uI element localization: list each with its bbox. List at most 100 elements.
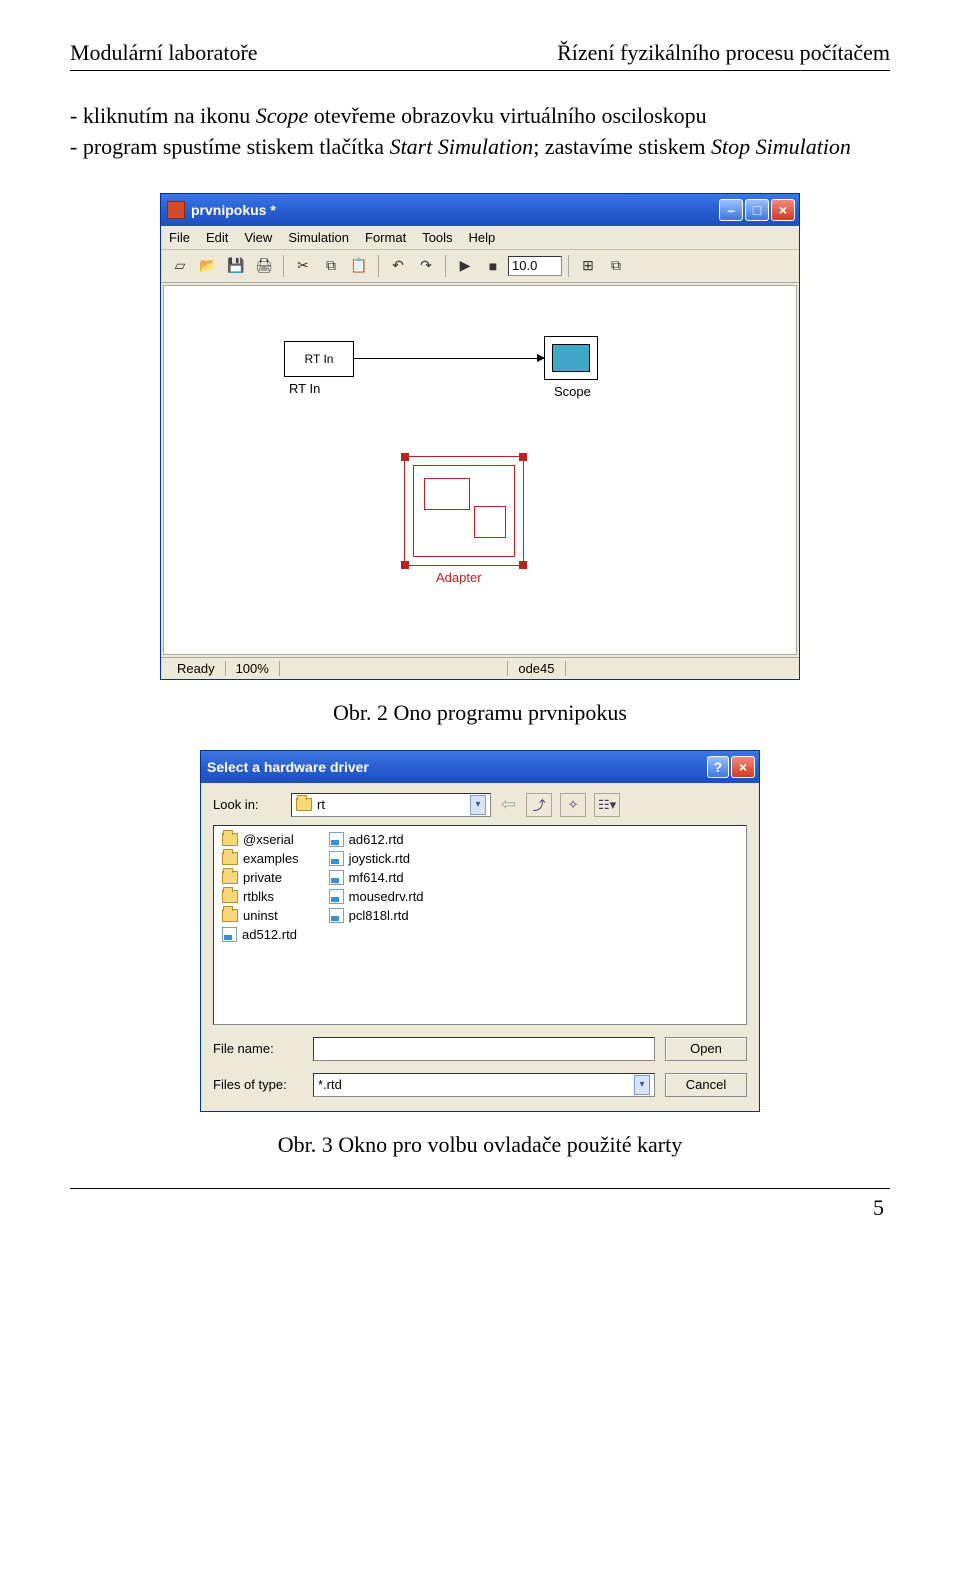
filetype-value: *.rtd [318,1077,342,1092]
dropdown-icon[interactable]: ▾ [634,1075,650,1095]
dialog-title: Select a hardware driver [207,759,707,775]
cancel-button[interactable]: Cancel [665,1073,747,1097]
header-left: Modulární laboratoře [70,40,258,66]
selection-handle[interactable] [401,453,409,461]
menu-edit[interactable]: Edit [206,230,228,245]
model-canvas[interactable]: RT In RT In Scope Adapter [163,285,797,655]
paste-icon[interactable]: 📋 [346,254,372,278]
new-folder-icon[interactable]: ✧ [560,793,586,817]
start-simulation-icon[interactable]: ▶ [452,254,478,278]
file-item-label: ad512.rtd [242,927,297,942]
copy-icon[interactable]: ⧉ [318,254,344,278]
rtd-file-icon [329,870,344,885]
minimize-button[interactable]: – [719,199,743,221]
block-rt-in[interactable]: RT In [284,341,354,377]
file-item-label: rtblks [243,889,274,904]
lookin-combo[interactable]: rt ▾ [291,793,491,817]
label-rt-in: RT In [289,381,320,396]
block-adapter[interactable] [404,456,524,566]
close-button[interactable]: × [771,199,795,221]
file-item[interactable]: @xserial [222,832,299,847]
file-item[interactable]: ad512.rtd [222,927,299,942]
file-item[interactable]: joystick.rtd [329,851,424,866]
file-item[interactable]: pcl818l.rtd [329,908,424,923]
folder-icon [222,871,238,884]
filename-input[interactable] [313,1037,655,1061]
stop-simulation-icon[interactable]: ■ [480,254,506,278]
filetype-label: Files of type: [213,1077,303,1092]
toolbar: ▱ 📂 💾 🖨 ✂ ⧉ 📋 ↶ ↷ ▶ ■ 10.0 ⊞ ⧉ [161,250,799,283]
selection-handle[interactable] [401,561,409,569]
rtd-file-icon [329,832,344,847]
folder-icon [296,798,312,811]
rtd-file-icon [329,908,344,923]
menu-view[interactable]: View [244,230,272,245]
toolbar-sep [283,255,284,277]
folder-icon [222,909,238,922]
titlebar[interactable]: prvnipokus * – □ × [161,194,799,226]
page-number: 5 [70,1195,890,1221]
back-icon[interactable]: ⇦ [499,794,518,815]
menu-tools[interactable]: Tools [422,230,452,245]
file-item-label: @xserial [243,832,294,847]
dropdown-icon[interactable]: ▾ [470,795,486,815]
file-item[interactable]: uninst [222,908,299,923]
dialog-titlebar[interactable]: Select a hardware driver ? × [201,751,759,783]
file-item-label: examples [243,851,299,866]
cut-icon[interactable]: ✂ [290,254,316,278]
toolbar-sep [378,255,379,277]
view-menu-icon[interactable]: ☷▾ [594,793,620,817]
simulation-time-input[interactable]: 10.0 [508,256,562,276]
file-list[interactable]: @xserial examples private rtblks uninst ad512… [213,825,747,1025]
menu-file[interactable]: File [169,230,190,245]
menu-simulation[interactable]: Simulation [288,230,349,245]
new-icon[interactable]: ▱ [167,254,193,278]
menubar: File Edit View Simulation Format Tools H… [161,226,799,250]
print-icon[interactable]: 🖨 [251,254,277,278]
p1b: Scope [256,103,309,128]
redo-icon[interactable]: ↷ [413,254,439,278]
file-item[interactable]: examples [222,851,299,866]
status-ready: Ready [167,661,226,676]
undo-icon[interactable]: ↶ [385,254,411,278]
figure-caption-1: Obr. 2 Ono programu prvnipokus [70,700,890,726]
p2a: - program spustíme stiskem tlačítka [70,134,390,159]
open-icon[interactable]: 📂 [195,254,221,278]
file-item[interactable]: mousedrv.rtd [329,889,424,904]
signal-wire[interactable] [354,358,544,359]
file-item-label: mf614.rtd [349,870,404,885]
p2c: ; zastavíme stiskem [533,134,711,159]
file-item[interactable]: mf614.rtd [329,870,424,885]
file-item[interactable]: rtblks [222,889,299,904]
header-right: Řízení fyzikálního procesu počítačem [557,40,890,66]
block-scope[interactable] [544,336,598,380]
maximize-button[interactable]: □ [745,199,769,221]
file-item[interactable]: private [222,870,299,885]
save-icon[interactable]: 💾 [223,254,249,278]
build-icon[interactable]: ⊞ [575,254,601,278]
file-item-label: private [243,870,282,885]
menu-help[interactable]: Help [469,230,496,245]
selection-handle[interactable] [519,453,527,461]
menu-format[interactable]: Format [365,230,406,245]
lookin-label: Look in: [213,797,283,812]
library-icon[interactable]: ⧉ [603,254,629,278]
toolbar-sep [568,255,569,277]
rtd-file-icon [329,889,344,904]
selection-handle[interactable] [519,561,527,569]
file-item-label: mousedrv.rtd [349,889,424,904]
rtd-file-icon [222,927,237,942]
p2d: Stop Simulation [711,134,851,159]
filetype-combo[interactable]: *.rtd ▾ [313,1073,655,1097]
open-button[interactable]: Open [665,1037,747,1061]
folder-icon [222,833,238,846]
caption1-text: Obr. 2 Ono programu prvnipokus [333,700,627,725]
dialog-close-button[interactable]: × [731,756,755,778]
p1c: otevřeme obrazovku virtuálního oscilosko… [308,103,706,128]
scope-screen-icon [552,344,590,372]
up-folder-icon[interactable]: ⤴ [526,793,552,817]
file-item[interactable]: ad612.rtd [329,832,424,847]
help-button[interactable]: ? [707,756,729,778]
toolbar-sep [445,255,446,277]
label-scope: Scope [554,384,591,399]
